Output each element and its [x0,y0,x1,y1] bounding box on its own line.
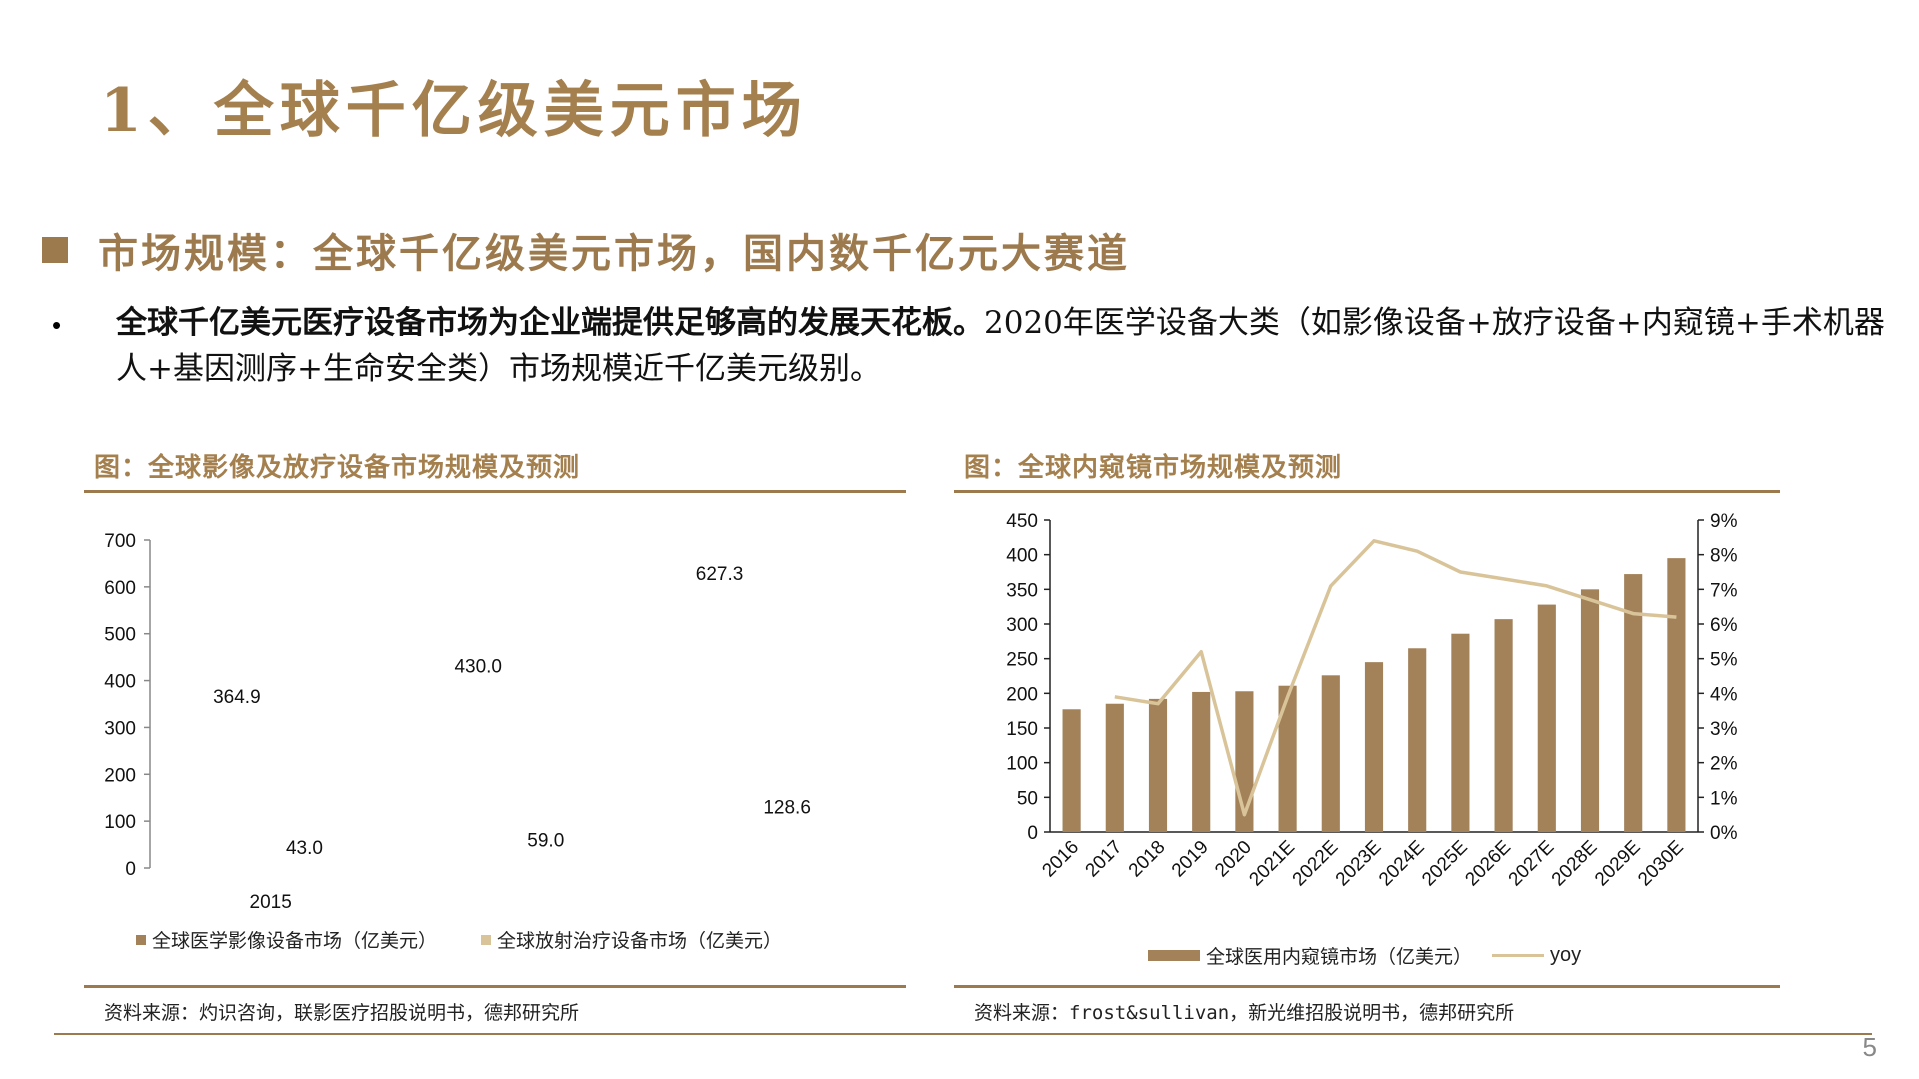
right-bar [1062,709,1081,832]
right-x-tick-label: 2016 [1038,837,1083,882]
right-bar [1105,703,1124,832]
left-y-tick-label: 400 [104,672,136,693]
right-x-tick-label: 2017 [1082,837,1127,882]
left-bottom-rule [84,985,906,988]
right-y2-tick-label: 1% [1710,788,1738,809]
right-x-tick-label: 2023E [1332,837,1386,891]
right-y2-tick-label: 3% [1710,719,1738,740]
left-data-label: 43.0 [286,838,323,859]
section-header: 市场规模：全球千亿级美元市场，国内数千亿元大赛道 [42,222,1130,278]
right-x-tick-label: 2029E [1591,837,1645,891]
bullet-marker: • [52,310,62,340]
bullet-normal-text: 2020年医学设备大类（如影像设备+放疗设备+内窥镜+手术机器人+基因测序+生命… [116,305,1885,387]
right-x-tick-label: 2025E [1418,837,1472,891]
right-y-tick-label: 0 [1027,823,1038,844]
page-number: 5 [1862,1032,1877,1062]
right-bar [1624,574,1643,832]
right-y-tick-label: 100 [1006,754,1038,775]
right-bottom-rule [954,985,1780,988]
right-bar [1451,633,1470,832]
right-yoy-line [1114,539,1677,817]
right-y-tick-label: 250 [1006,650,1038,671]
right-y2-tick-label: 6% [1710,615,1738,636]
footer-rule [54,1033,1872,1035]
right-bar [1667,558,1686,832]
right-bar [1192,691,1211,832]
slide-title: 1、全球千亿级美元市场 [100,76,808,146]
left-legend-swatch-2 [481,934,492,945]
left-chart: 0 100 200 300 400 500 600 700 364.9 430.0 627.3 43.… [104,531,811,910]
right-y2-tick-label: 5% [1710,650,1738,671]
right-source: 资料来源：frost&sullivan，新光维招股说明书，德邦研究所 [974,1002,1515,1024]
left-y-tick-label: 300 [104,718,136,739]
section-title: 市场规模：全球千亿级美元市场，国内数千亿元大赛道 [98,230,1130,277]
right-bar [1364,662,1384,832]
right-y2-tick-label: 9% [1710,511,1738,532]
left-top-rule [84,490,906,493]
right-chart: 0 50 100 150 200 250 300 350 400 450 0% 1% 2% 3% 4% 5% 6… [1006,511,1738,891]
left-legend-label-1: 全球医学影像设备市场（亿美元） [152,930,438,952]
right-x-tick-label: 2027E [1505,837,1559,891]
right-bar [1580,589,1600,832]
left-legend: 全球医学影像设备市场（亿美元） 全球放射治疗设备市场（亿美元） [136,926,782,953]
right-y2-tick-label: 2% [1710,754,1738,775]
left-data-label: 430.0 [454,657,502,678]
right-legend-line-swatch [1492,954,1545,957]
bullet-paragraph: 全球千亿美元医疗设备市场为企业端提供足够高的发展天花板。2020年医学设备大类（… [116,300,1886,392]
right-bar [1494,619,1513,832]
right-x-tick-label: 2028E [1548,837,1602,891]
left-y-tick-label: 0 [125,859,136,880]
right-bar [1321,675,1340,832]
left-y-tick-label: 200 [104,765,136,786]
right-x-tick-label: 2018 [1125,837,1170,882]
left-y-tick-label: 500 [104,625,136,646]
right-y2-tick-label: 8% [1710,546,1738,567]
right-x-tick-label: 2030E [1634,837,1688,891]
right-legend-bar-swatch [1148,950,1200,961]
right-y-tick-label: 300 [1006,615,1038,636]
left-x-tick-label: 2015 [250,892,292,910]
left-legend-label-2: 全球放射治疗设备市场（亿美元） [497,930,783,952]
right-bar [1537,604,1556,832]
right-bar [1148,698,1168,832]
right-legend-label-2: yoy [1550,944,1582,966]
right-x-tick-label: 2024E [1375,837,1429,891]
left-data-label: 364.9 [213,687,261,708]
left-chart-title: 图：全球影像及放疗设备市场规模及预测 [94,453,581,483]
right-x-tick-label: 2021E [1245,837,1299,891]
right-top-rule [954,490,1780,493]
right-x-tick-label: 2022E [1289,837,1343,891]
right-bar [1278,685,1297,832]
right-y-tick-label: 400 [1006,546,1038,567]
left-data-label: 59.0 [527,830,564,851]
right-x-tick-label: 2026E [1461,837,1515,891]
left-y-tick-label: 100 [104,812,136,833]
left-source: 资料来源：灼识咨询，联影医疗招股说明书，德邦研究所 [104,1002,580,1024]
left-legend-swatch-1 [136,934,146,945]
right-legend-label-1: 全球医用内窥镜市场（亿美元） [1206,946,1473,968]
right-y-tick-label: 50 [1017,788,1038,809]
right-chart-title: 图：全球内窥镜市场规模及预测 [964,453,1343,483]
right-y2-tick-label: 4% [1710,684,1738,705]
right-x-tick-label: 2019 [1168,837,1213,882]
right-y-tick-label: 150 [1006,719,1038,740]
right-y-tick-label: 450 [1006,511,1038,532]
left-data-label: 627.3 [696,564,744,585]
right-y2-tick-label: 7% [1710,580,1738,601]
left-data-label: 128.6 [763,798,811,819]
left-y-tick-label: 700 [104,531,136,552]
section-square-icon [42,237,68,263]
right-y-tick-label: 200 [1006,684,1038,705]
right-y2-tick-label: 0% [1710,823,1738,844]
right-legend: 全球医用内窥镜市场（亿美元） yoy [1148,942,1581,969]
bullet-bold-text: 全球千亿美元医疗设备市场为企业端提供足够高的发展天花板。 [116,305,984,341]
right-bar [1408,648,1427,832]
right-y-tick-label: 350 [1006,580,1038,601]
left-y-tick-label: 600 [104,578,136,599]
